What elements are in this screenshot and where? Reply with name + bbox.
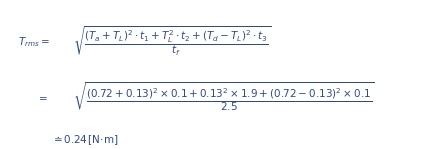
Text: $\sqrt{\dfrac{(T_a + T_L)^2 \cdot t_1 + T_L^2 \cdot t_2 + (T_d - T_L)^2 \cdot t_: $\sqrt{\dfrac{(T_a + T_L)^2 \cdot t_1 + …	[73, 25, 271, 58]
Text: $T_{rms} =$: $T_{rms} =$	[18, 35, 50, 49]
Text: $=$: $=$	[36, 92, 47, 102]
Text: $\doteq 0.24\,[\mathrm{N{\cdot}m}]$: $\doteq 0.24\,[\mathrm{N{\cdot}m}]$	[51, 133, 118, 147]
Text: $\sqrt{\dfrac{(0.72 + 0.13)^2 \times 0.1 + 0.13^2 \times 1.9 + (0.72 - 0.13)^2 \: $\sqrt{\dfrac{(0.72 + 0.13)^2 \times 0.1…	[73, 80, 375, 113]
